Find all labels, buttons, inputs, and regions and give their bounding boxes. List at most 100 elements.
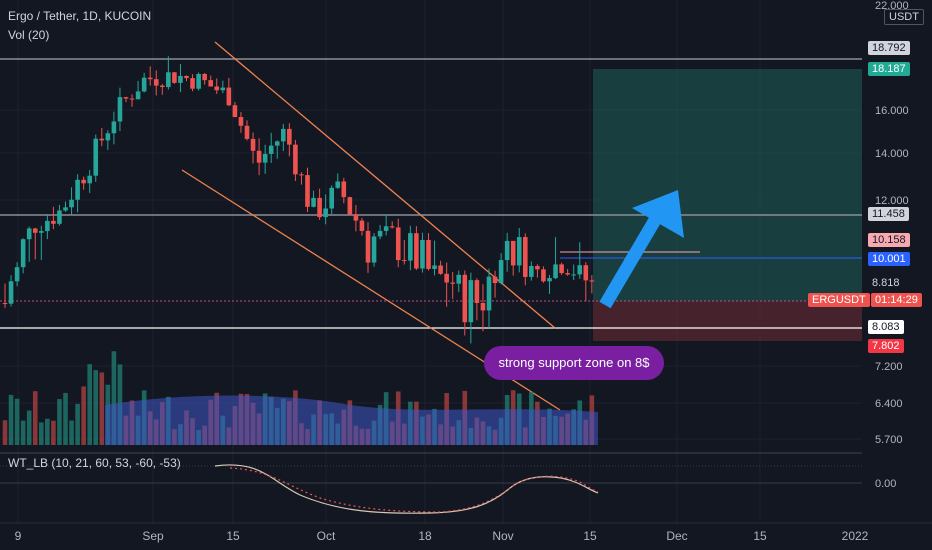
time-label: 15 xyxy=(226,529,240,543)
candle-body xyxy=(87,175,92,184)
candle-body xyxy=(166,72,171,88)
candle-body xyxy=(395,227,401,261)
candle-body xyxy=(389,226,395,228)
time-label: Sep xyxy=(142,529,164,543)
candle-body xyxy=(51,220,56,224)
candle-body xyxy=(75,179,80,200)
oscillator-signal xyxy=(229,467,599,513)
candle-body xyxy=(196,73,201,89)
candle-body xyxy=(583,265,589,281)
candle-body xyxy=(244,125,250,139)
candle-body xyxy=(492,276,498,284)
support-annotation: strong support zone on 8$ xyxy=(484,346,664,380)
candle-body xyxy=(402,260,407,262)
candle-body xyxy=(129,98,135,100)
price-tick: 16.000 xyxy=(875,105,909,117)
candle-body xyxy=(510,240,516,266)
candle-body xyxy=(57,210,62,224)
candle-body xyxy=(123,97,129,99)
time-label: 15 xyxy=(753,529,767,543)
candle-body xyxy=(305,175,310,207)
time-label: 15 xyxy=(583,529,597,543)
candle-body xyxy=(565,273,570,275)
price-axis-panel xyxy=(862,0,932,550)
time-axis-labels: 9 Sep 15 Oct 18 Nov 15 Dec 15 2022 xyxy=(15,529,869,543)
price-badge: 18.792 xyxy=(868,41,910,55)
candle-body xyxy=(93,138,99,176)
candle-body xyxy=(341,181,347,198)
candle-body xyxy=(250,138,256,151)
candle-body xyxy=(99,138,105,141)
candle-body xyxy=(178,75,183,83)
symbol-title[interactable]: Ergo / Tether, 1D, KUCOIN xyxy=(8,9,152,23)
loss-zone xyxy=(593,301,863,341)
volume-bar xyxy=(57,399,62,445)
candle-body xyxy=(420,239,425,269)
volume-bar xyxy=(14,398,20,445)
volume-bar xyxy=(2,420,8,445)
candle-body xyxy=(335,181,341,188)
candle-body xyxy=(371,236,377,263)
candle-body xyxy=(117,97,123,122)
candle-body xyxy=(202,73,207,81)
volume-bar xyxy=(45,418,50,445)
volume-bar xyxy=(39,422,44,445)
countdown-badge: 01:14:29 xyxy=(871,293,922,307)
candle-body xyxy=(232,105,238,117)
candle-body xyxy=(281,128,286,142)
time-label: Oct xyxy=(317,529,336,543)
candle-body xyxy=(426,239,431,269)
candle-body xyxy=(317,197,322,218)
candle-body xyxy=(311,197,316,207)
candle-body xyxy=(39,231,44,233)
candle-body xyxy=(347,197,353,215)
price-badge: 8.818 xyxy=(868,276,904,290)
currency-badge[interactable]: USDT xyxy=(884,9,924,25)
candle-body xyxy=(571,274,576,276)
volume-bar xyxy=(26,410,32,445)
candle-body xyxy=(450,282,455,284)
candlesticks xyxy=(2,56,595,344)
candle-body xyxy=(577,265,583,275)
candle-body xyxy=(383,226,389,231)
candle-body xyxy=(262,153,268,163)
candle-body xyxy=(81,179,86,184)
time-label: Dec xyxy=(666,529,687,543)
price-axis-ticks: 22.00016.00014.00012.0007.2006.4005.7000… xyxy=(875,0,909,490)
candle-body xyxy=(293,144,298,175)
candle-body xyxy=(135,91,141,100)
volume-bar xyxy=(32,391,38,445)
candle-body xyxy=(287,128,292,145)
candle-body xyxy=(523,237,528,277)
candle-body xyxy=(480,302,486,311)
candle-body xyxy=(268,145,274,154)
profit-zone xyxy=(593,69,863,301)
time-label: 18 xyxy=(418,529,432,543)
oscillator-wave xyxy=(214,464,599,514)
candle-body xyxy=(111,121,117,134)
candle-body xyxy=(8,281,14,304)
candle-body xyxy=(14,267,20,282)
candle-body xyxy=(414,233,419,269)
candle-body xyxy=(2,303,8,305)
candle-body xyxy=(377,230,383,237)
candle-body xyxy=(45,220,50,232)
candle-body xyxy=(468,280,474,323)
volume-bar xyxy=(20,420,26,445)
candle-body xyxy=(456,274,462,284)
price-tick: 6.400 xyxy=(875,398,903,410)
candle-body xyxy=(462,274,468,323)
channel-upper xyxy=(214,41,556,329)
volume-bar xyxy=(8,394,14,445)
candle-body xyxy=(353,214,359,221)
price-tick: 5.700 xyxy=(875,434,903,446)
candle-body xyxy=(323,208,328,218)
candle-body xyxy=(589,280,595,282)
candle-body xyxy=(147,77,153,80)
price-badge: 7.802 xyxy=(868,339,904,353)
candle-body xyxy=(365,230,371,263)
price-tick: 12.000 xyxy=(875,195,909,207)
volume-bar xyxy=(99,372,105,445)
candle-body xyxy=(256,150,262,163)
